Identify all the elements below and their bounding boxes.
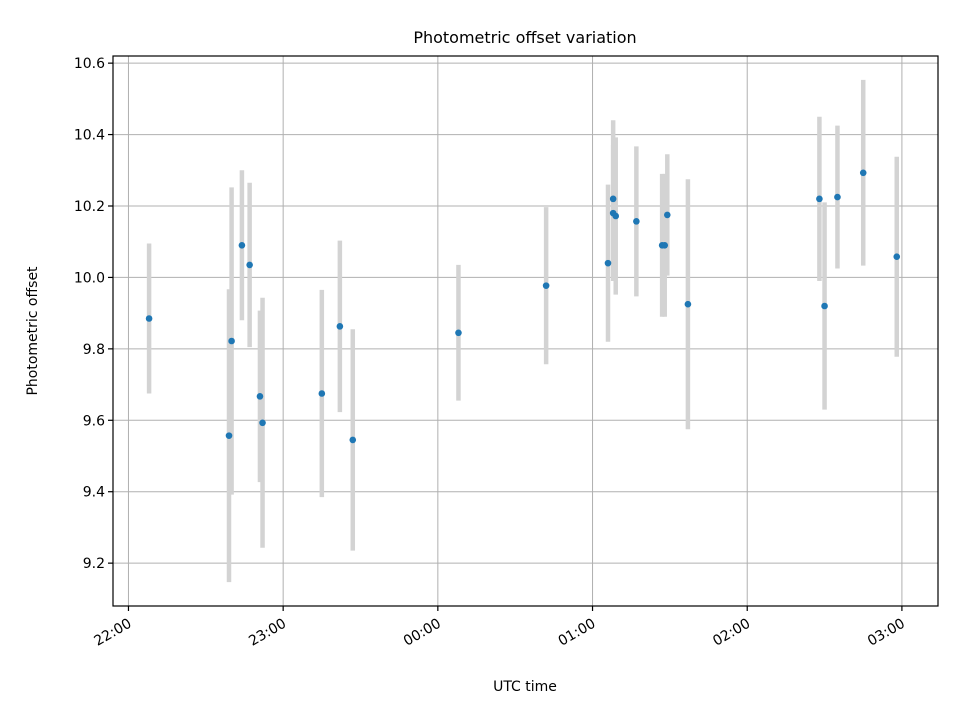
- y-tick-label: 10.4: [74, 128, 105, 144]
- data-point: [349, 436, 357, 444]
- data-point: [663, 211, 671, 219]
- data-point: [145, 315, 153, 322]
- data-point: [684, 300, 692, 308]
- data-point: [336, 323, 344, 330]
- data-point: [225, 432, 233, 439]
- y-tick-label: 9.2: [83, 556, 105, 572]
- grid: [113, 56, 938, 606]
- x-tick-label: 02:00: [710, 616, 753, 650]
- y-tick-label: 9.8: [83, 342, 105, 358]
- data-point: [455, 329, 462, 337]
- y-tick-label: 9.4: [83, 485, 105, 501]
- data-point: [542, 282, 550, 289]
- y-tick-label: 10.6: [74, 56, 105, 72]
- data-point: [609, 195, 617, 203]
- x-tick-label: 23:00: [246, 616, 289, 650]
- x-axis-label: UTC time: [493, 679, 557, 695]
- data-point: [246, 261, 253, 269]
- data-point: [816, 195, 823, 203]
- y-tick-label: 9.6: [83, 413, 105, 429]
- data-point: [604, 259, 612, 267]
- data-point: [256, 393, 264, 400]
- data-point: [661, 241, 669, 249]
- y-axis-label: Photometric offset: [25, 266, 41, 396]
- error-bars: [146, 79, 899, 583]
- y-axis: 9.2 9.4 9.6 9.8 10.0 10.2 10.4 10.6: [74, 56, 113, 572]
- y-tick-label: 10.0: [74, 270, 105, 286]
- data-point: [821, 302, 828, 310]
- data-point: [834, 193, 841, 201]
- x-axis: 22:00 23:00 00:00 01:00 02:00 03:00: [92, 606, 908, 650]
- x-tick-label: 01:00: [556, 616, 599, 650]
- data-point: [633, 218, 640, 225]
- data-point: [318, 390, 326, 397]
- chart-title: Photometric offset variation: [413, 28, 636, 47]
- data-point: [228, 337, 235, 345]
- plot-frame: [112, 55, 939, 607]
- data-point: [859, 169, 867, 177]
- data-point: [259, 419, 266, 427]
- data-point: [238, 241, 246, 249]
- x-tick-label: 03:00: [865, 616, 908, 650]
- x-tick-label: 00:00: [401, 616, 444, 650]
- data-point: [893, 253, 901, 261]
- data-point: [612, 212, 620, 220]
- x-tick-label: 22:00: [92, 616, 135, 650]
- y-tick-label: 10.2: [74, 199, 105, 215]
- data-points: [145, 169, 901, 444]
